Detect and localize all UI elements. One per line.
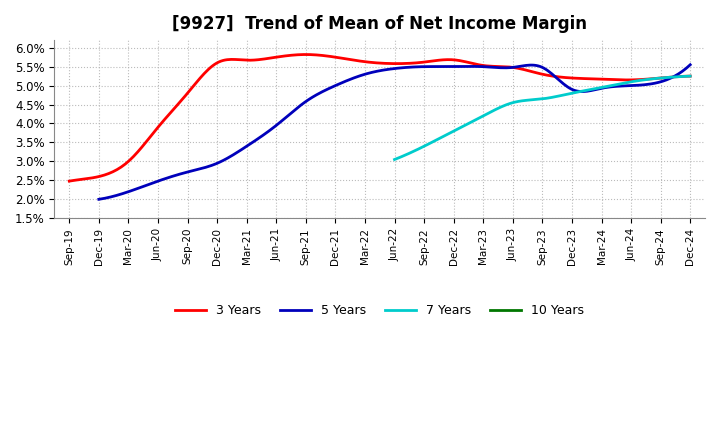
3 Years	[67, 178, 76, 183]
7 Years	[658, 75, 667, 81]
Line: 3 Years: 3 Years	[69, 55, 690, 181]
5 Years	[593, 87, 602, 92]
Legend: 3 Years, 5 Years, 7 Years, 10 Years: 3 Years, 5 Years, 7 Years, 10 Years	[170, 299, 590, 323]
5 Years	[686, 62, 695, 67]
5 Years	[631, 83, 639, 88]
3 Years	[435, 58, 444, 63]
7 Years	[639, 77, 648, 83]
3 Years	[447, 57, 456, 62]
Line: 5 Years: 5 Years	[99, 65, 690, 199]
3 Years	[630, 77, 639, 82]
5 Years	[96, 196, 105, 202]
5 Years	[446, 64, 455, 69]
7 Years	[566, 91, 575, 96]
Line: 7 Years: 7 Years	[395, 76, 690, 160]
3 Years	[65, 179, 73, 184]
7 Years	[391, 157, 400, 162]
3 Years	[437, 57, 446, 62]
5 Years	[456, 64, 465, 69]
7 Years	[686, 73, 695, 79]
3 Years	[302, 52, 310, 57]
3 Years	[590, 76, 599, 81]
7 Years	[390, 157, 399, 162]
5 Years	[94, 197, 103, 202]
Title: [9927]  Trend of Mean of Net Income Margin: [9927] Trend of Mean of Net Income Margi…	[172, 15, 588, 33]
7 Years	[571, 90, 580, 95]
7 Years	[565, 91, 574, 96]
5 Years	[444, 64, 453, 69]
3 Years	[686, 73, 695, 79]
